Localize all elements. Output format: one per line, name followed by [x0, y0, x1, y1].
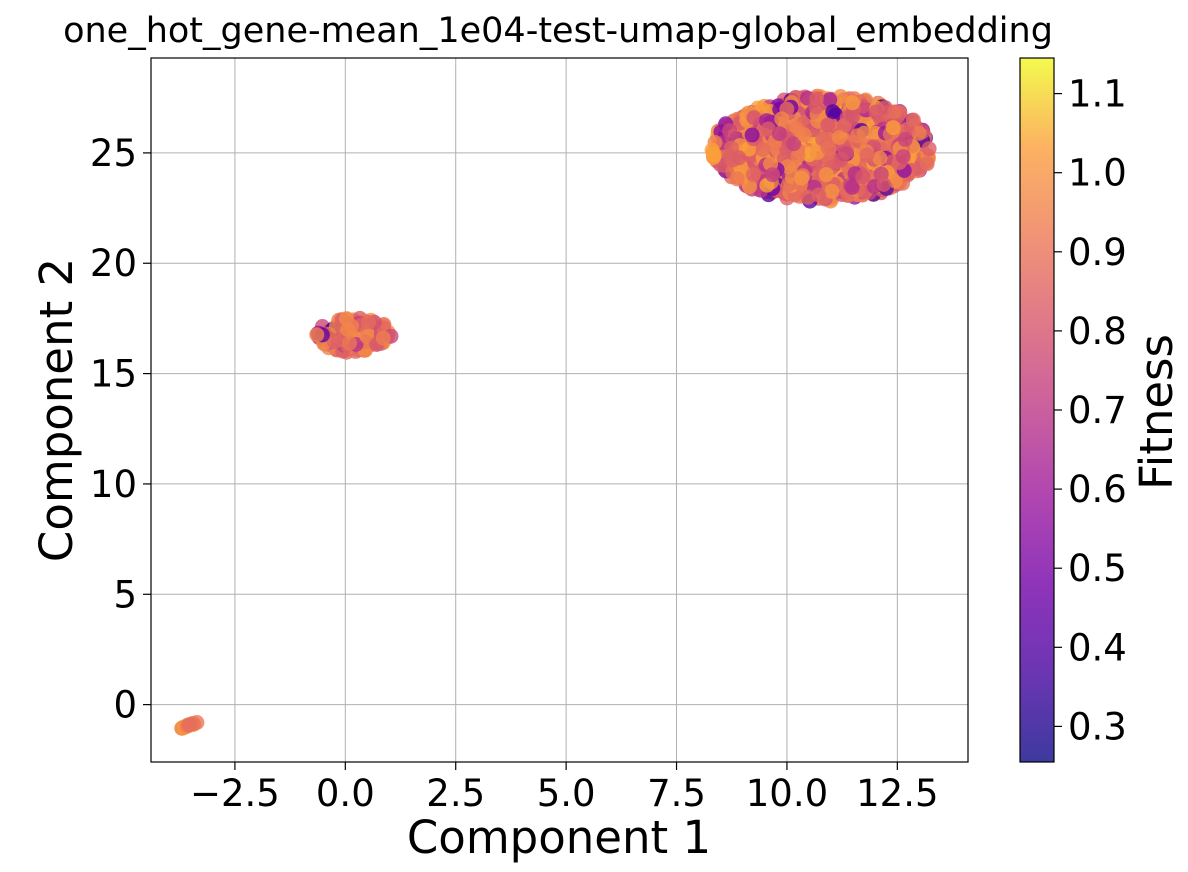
x-tick-label: −2.5: [190, 772, 280, 815]
data-point: [844, 179, 860, 195]
y-tick-label: 0: [113, 684, 137, 727]
data-point: [911, 125, 927, 141]
data-point: [818, 167, 834, 183]
data-point: [885, 120, 901, 136]
data-point: [872, 150, 888, 166]
colorbar-tick-label: 0.4: [1068, 626, 1127, 669]
data-point: [809, 91, 825, 107]
colorbar-ticks: 0.3 0.4 0.5 0.6 0.7 0.8 0.9 1.0 1.1: [1054, 73, 1127, 748]
data-point: [360, 314, 376, 330]
x-tick-label: 12.5: [856, 772, 938, 815]
data-point: [887, 173, 903, 189]
data-point: [744, 127, 760, 143]
x-tick-label: 0.0: [316, 772, 375, 815]
y-tick-label: 10: [90, 463, 137, 506]
data-point: [375, 330, 391, 346]
x-axis-label: Component 1: [407, 811, 711, 864]
chart-title: one_hot_gene-mean_1e04-test-umap-global_…: [63, 11, 1053, 51]
colorbar-tick-label: 1.0: [1068, 152, 1127, 195]
x-tick-label: 2.5: [426, 772, 485, 815]
data-point: [868, 104, 884, 120]
data-point: [897, 131, 913, 147]
colorbar-tick-label: 0.7: [1068, 389, 1127, 432]
data-point: [850, 128, 866, 144]
x-tick-label: 5.0: [537, 772, 596, 815]
data-point: [729, 171, 745, 187]
data-point: [833, 151, 849, 167]
data-point: [820, 117, 836, 133]
scatter-points: [174, 88, 937, 736]
x-tick-label: 7.5: [647, 772, 706, 815]
y-tick-label: 5: [113, 573, 137, 616]
data-point: [309, 327, 325, 343]
x-axis-ticks: −2.5 0.0 2.5 5.0 7.5 10.0 12.5: [190, 762, 939, 815]
colorbar-tick-label: 0.6: [1068, 468, 1127, 511]
y-tick-label: 20: [90, 242, 137, 285]
data-point: [765, 167, 780, 183]
y-axis-ticks: 0 5 10 15 20 25: [90, 132, 151, 727]
data-point: [845, 95, 861, 111]
data-point: [855, 169, 871, 185]
data-point: [887, 104, 903, 120]
data-point: [876, 177, 892, 192]
colorbar-tick-label: 0.8: [1068, 310, 1127, 353]
data-point: [731, 150, 747, 166]
data-point: [790, 148, 806, 164]
data-point: [859, 147, 875, 163]
colorbar: [1019, 57, 1055, 763]
y-axis-label: Component 2: [30, 258, 83, 562]
data-point: [704, 142, 720, 158]
colorbar-tick-label: 0.5: [1068, 547, 1127, 590]
data-point: [742, 179, 758, 195]
colorbar-tick-label: 1.1: [1068, 73, 1127, 116]
data-point: [845, 108, 861, 124]
data-point: [796, 127, 812, 143]
data-point: [825, 104, 841, 120]
data-point: [755, 142, 771, 158]
data-point: [774, 111, 790, 127]
data-point: [919, 156, 935, 172]
data-point: [811, 187, 827, 203]
colorbar-tick-label: 0.9: [1068, 231, 1127, 274]
x-tick-label: 10.0: [746, 772, 828, 815]
colorbar-label: Fitness: [1130, 334, 1183, 490]
data-point: [824, 183, 840, 199]
data-point: [771, 126, 787, 142]
data-point: [831, 130, 847, 145]
y-tick-label: 25: [90, 132, 137, 175]
data-point: [181, 717, 197, 733]
data-point: [746, 110, 762, 126]
data-point: [820, 140, 836, 156]
colorbar-tick-label: 0.3: [1068, 705, 1127, 748]
plot-frame: [150, 57, 969, 763]
data-point: [326, 333, 342, 349]
data-point: [822, 92, 838, 108]
data-point: [745, 167, 761, 183]
data-point: [794, 170, 810, 186]
data-point: [340, 322, 356, 338]
data-point: [921, 141, 937, 157]
y-tick-label: 15: [90, 353, 137, 396]
data-point: [722, 123, 738, 139]
data-point: [786, 136, 802, 152]
data-point: [895, 149, 911, 165]
data-point: [342, 335, 357, 351]
